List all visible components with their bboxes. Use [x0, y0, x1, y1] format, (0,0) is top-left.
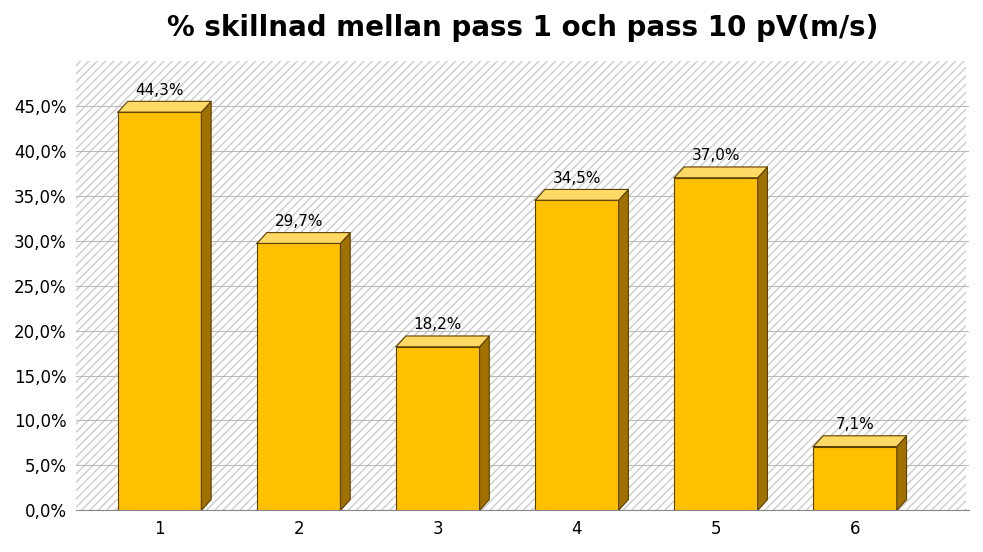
Text: 44,3%: 44,3%: [136, 83, 184, 98]
Polygon shape: [257, 232, 350, 243]
Text: 34,5%: 34,5%: [552, 171, 602, 186]
Polygon shape: [896, 436, 906, 511]
Bar: [396, 347, 480, 511]
Text: 37,0%: 37,0%: [692, 148, 740, 163]
Polygon shape: [758, 167, 768, 511]
Bar: [257, 243, 340, 511]
Title: % skillnad mellan pass 1 och pass 10 pV(m/s): % skillnad mellan pass 1 och pass 10 pV(…: [167, 14, 879, 42]
Polygon shape: [618, 189, 628, 511]
Bar: [813, 447, 896, 511]
Polygon shape: [396, 336, 490, 347]
Polygon shape: [535, 189, 628, 200]
Polygon shape: [118, 102, 211, 112]
Polygon shape: [674, 167, 768, 178]
Text: 29,7%: 29,7%: [274, 214, 323, 229]
Polygon shape: [480, 336, 490, 511]
Polygon shape: [202, 102, 211, 511]
Text: 7,1%: 7,1%: [836, 417, 875, 432]
Bar: [674, 178, 758, 511]
Polygon shape: [340, 232, 350, 511]
Bar: [118, 112, 202, 511]
Text: 18,2%: 18,2%: [414, 317, 462, 332]
Bar: [535, 200, 618, 511]
Polygon shape: [813, 436, 906, 447]
